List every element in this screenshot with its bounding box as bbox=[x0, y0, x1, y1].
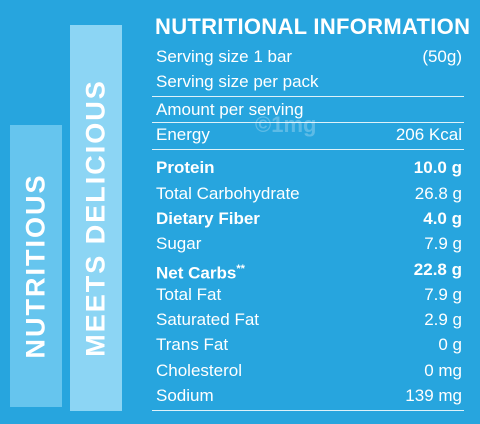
label-text: Dietary Fiber bbox=[156, 208, 260, 228]
row-label: Cholesterol bbox=[156, 358, 242, 383]
label-text: Total Fat bbox=[156, 284, 222, 304]
row: Saturated Fat 2.9 g bbox=[152, 307, 462, 332]
row-value: 22.8 g bbox=[413, 259, 462, 279]
row-value: 10.0 g bbox=[413, 158, 462, 178]
row-label: Serving size 1 bar bbox=[156, 44, 292, 69]
row-value: 139 mg bbox=[405, 386, 462, 405]
row-value: 206 Kcal bbox=[395, 125, 462, 144]
banner-text: NUTRITIOUS bbox=[20, 173, 51, 359]
label-text: Sodium bbox=[156, 386, 214, 405]
label-text: Net Carbs bbox=[156, 263, 237, 283]
row: Energy 206 Kcal bbox=[152, 122, 462, 147]
row: Trans Fat 0 g bbox=[152, 332, 462, 357]
label-text: Energy bbox=[156, 125, 210, 144]
row-label: Sugar bbox=[156, 231, 201, 256]
row: Net Carbs** 22.8 g bbox=[152, 257, 462, 283]
rule bbox=[152, 122, 464, 123]
row: Cholesterol 0 mg bbox=[152, 358, 462, 383]
label-text: Cholesterol bbox=[156, 360, 242, 380]
row: Dietary Fiber 4.0 g bbox=[152, 206, 462, 231]
label-text: Trans Fat bbox=[156, 335, 229, 355]
row-value: 4.0 g bbox=[423, 208, 462, 228]
row-value: 2.9 g bbox=[424, 310, 462, 330]
label-text: Total Carbohydrate bbox=[156, 183, 300, 203]
row-label: Saturated Fat bbox=[156, 307, 259, 332]
row: Sodium 139 mg bbox=[152, 383, 462, 408]
row: Total Carbohydrate 26.8 g bbox=[152, 181, 462, 206]
rule bbox=[152, 410, 464, 412]
label-text: Protein bbox=[156, 158, 215, 178]
row-label: Trans Fat bbox=[156, 332, 228, 357]
rule bbox=[152, 96, 464, 97]
row-label: Total Fat bbox=[156, 282, 221, 307]
label-text: Serving size 1 bar bbox=[156, 47, 293, 66]
row-value: 7.9 g bbox=[424, 234, 462, 254]
row: Protein 10.0 g bbox=[152, 155, 462, 180]
row-label: Energy bbox=[156, 122, 210, 147]
row-label: Net Carbs** bbox=[156, 257, 245, 286]
row: Total Fat 7.9 g bbox=[152, 282, 462, 307]
banner-text: MEETS DELICIOUS bbox=[80, 79, 111, 357]
row: Amount per serving bbox=[152, 97, 462, 122]
banner-left: NUTRITIOUS bbox=[10, 125, 62, 407]
footnote-mark: ** bbox=[236, 262, 245, 275]
row-value: 7.9 g bbox=[424, 284, 462, 304]
row-value: 26.8 g bbox=[414, 183, 462, 203]
row: Sugar 7.9 g bbox=[152, 231, 462, 256]
row-value: 0 g bbox=[438, 335, 462, 355]
watermark: ©1mg bbox=[255, 112, 317, 137]
row-label: Protein bbox=[156, 155, 215, 180]
row-label: Serving size per pack bbox=[156, 69, 319, 94]
label-text: Saturated Fat bbox=[156, 310, 260, 330]
title: NUTRITIONAL INFORMATION bbox=[155, 14, 471, 39]
row: Serving size per pack bbox=[152, 69, 462, 94]
row-label: Total Carbohydrate bbox=[156, 181, 300, 206]
banner-right: MEETS DELICIOUS bbox=[70, 25, 122, 411]
label-text: Sugar bbox=[156, 234, 202, 254]
row-label: Dietary Fiber bbox=[156, 206, 260, 231]
row-value: (50g) bbox=[422, 47, 462, 66]
row-label: Sodium bbox=[156, 383, 214, 408]
row: Serving size 1 bar (50g) bbox=[152, 44, 462, 69]
row-value: 0 mg bbox=[424, 360, 462, 380]
row-label: Amount per serving bbox=[156, 100, 304, 119]
rule bbox=[152, 149, 464, 151]
label-text: Serving size per pack bbox=[156, 72, 319, 91]
